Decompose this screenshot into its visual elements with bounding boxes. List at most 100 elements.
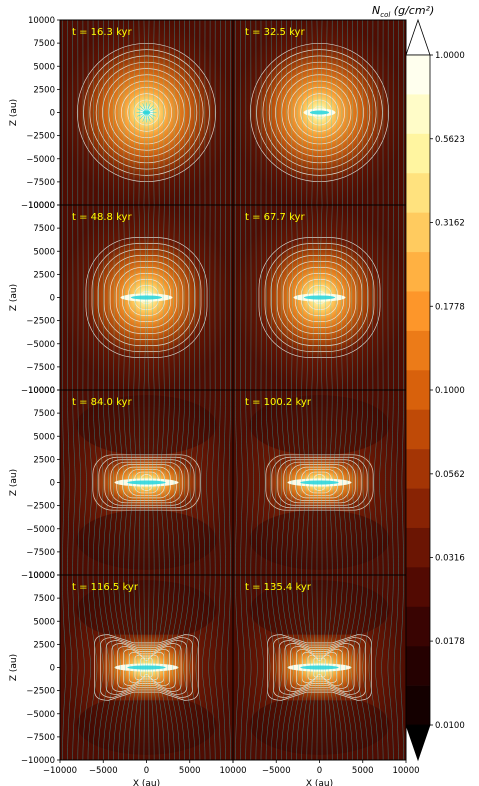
field-line (260, 575, 271, 760)
field-line (178, 205, 180, 390)
field-line (375, 575, 384, 760)
field-line (373, 390, 379, 575)
colorbar-tick-label: 0.0178 (435, 637, 465, 647)
field-line (235, 390, 238, 575)
field-line (336, 20, 338, 205)
field-line (92, 390, 98, 575)
colorbar-title-symbol: N (372, 4, 380, 17)
field-line (245, 390, 249, 575)
field-line (250, 390, 255, 575)
density-contour (271, 456, 368, 509)
field-line (211, 390, 216, 575)
field-line (316, 205, 320, 390)
central-disk-field (127, 665, 166, 670)
field-line (128, 20, 130, 205)
density-contour (100, 637, 193, 698)
field-line (335, 575, 348, 760)
field-line (188, 205, 190, 390)
field-line (291, 575, 304, 760)
field-line (206, 390, 211, 575)
field-line (146, 112, 154, 120)
field-line (345, 575, 358, 760)
y-tick-label: −5000 (26, 340, 55, 350)
field-line (356, 575, 369, 760)
density-contour (288, 267, 351, 328)
x-tick-label: −5000 (89, 766, 118, 776)
density-contour (85, 237, 208, 358)
panel-content (60, 390, 233, 575)
density-contour (91, 243, 202, 352)
field-line (306, 205, 309, 390)
density-contour (89, 55, 204, 170)
y-tick-label: 2500 (33, 640, 55, 650)
field-line (162, 205, 165, 390)
field-line (146, 205, 150, 390)
colorbar-band (406, 291, 430, 332)
panel-5: t = 84.0 kyr (59, 389, 234, 576)
field-line (164, 390, 170, 575)
colorbar-band (406, 330, 430, 371)
density-contour (76, 42, 217, 183)
field-line (146, 105, 154, 113)
field-line (97, 575, 110, 760)
field-line (103, 390, 109, 575)
density-contour (114, 80, 179, 145)
density-contour (270, 249, 369, 346)
field-line (208, 575, 216, 760)
y-tick-label: 0 (50, 109, 55, 119)
y-tick-label: −2500 (26, 687, 55, 697)
field-line (146, 108, 156, 113)
field-line (322, 575, 328, 760)
panel-7: t = 116.5 kyr (59, 574, 234, 761)
time-label: t = 116.5 kyr (72, 582, 139, 593)
field-line (168, 20, 170, 205)
field-line (67, 390, 70, 575)
field-line (97, 390, 104, 575)
field-line (162, 575, 175, 760)
field-line (325, 205, 328, 390)
field-line (325, 575, 333, 760)
field-line (286, 575, 299, 760)
field-line (139, 112, 147, 120)
panel-content (233, 390, 406, 575)
y-tick-label: 2500 (33, 455, 55, 465)
field-line (320, 20, 323, 205)
y-tick-label: 0 (50, 294, 55, 304)
field-line (152, 575, 160, 760)
colorbar-band (406, 55, 430, 95)
field-line (133, 390, 138, 575)
field-line (387, 575, 394, 760)
colorbar-band (406, 527, 430, 568)
panel-8: t = 135.4 kyr (232, 574, 407, 761)
y-tick-label: −5000 (26, 710, 55, 720)
density-contour (249, 42, 390, 183)
field-line (214, 575, 221, 760)
density-contour (276, 255, 363, 340)
density-contour (95, 61, 198, 164)
axes-group: 10000 7500 5000 2500 0 −2500 −5000 −7500 −10000 Z… (9, 16, 420, 786)
field-line (276, 575, 289, 760)
colorbar-title-subscript: col (380, 11, 390, 19)
field-line (357, 390, 363, 575)
field-line (228, 390, 231, 575)
field-line (270, 390, 277, 575)
field-line (368, 390, 374, 575)
field-line (77, 390, 82, 575)
y-tick-label: 10000 (28, 571, 55, 581)
colorbar-extend-bottom (405, 724, 431, 762)
field-line (255, 575, 264, 760)
field-line (276, 205, 278, 390)
y-axis-label: Z (au) (9, 469, 19, 496)
y-tick-label: −7500 (26, 548, 55, 558)
field-line (87, 575, 98, 760)
field-line (321, 390, 323, 575)
colorbar-band (406, 409, 430, 450)
x-tick-label: 0 (317, 766, 322, 776)
colorbar-tick-label: 0.0100 (435, 721, 465, 731)
y-axis-label: Z (au) (9, 284, 19, 311)
field-line (139, 105, 147, 113)
density-contour (275, 68, 364, 157)
field-line (286, 205, 288, 390)
field-line (379, 390, 384, 575)
y-tick-label: 10000 (28, 16, 55, 26)
